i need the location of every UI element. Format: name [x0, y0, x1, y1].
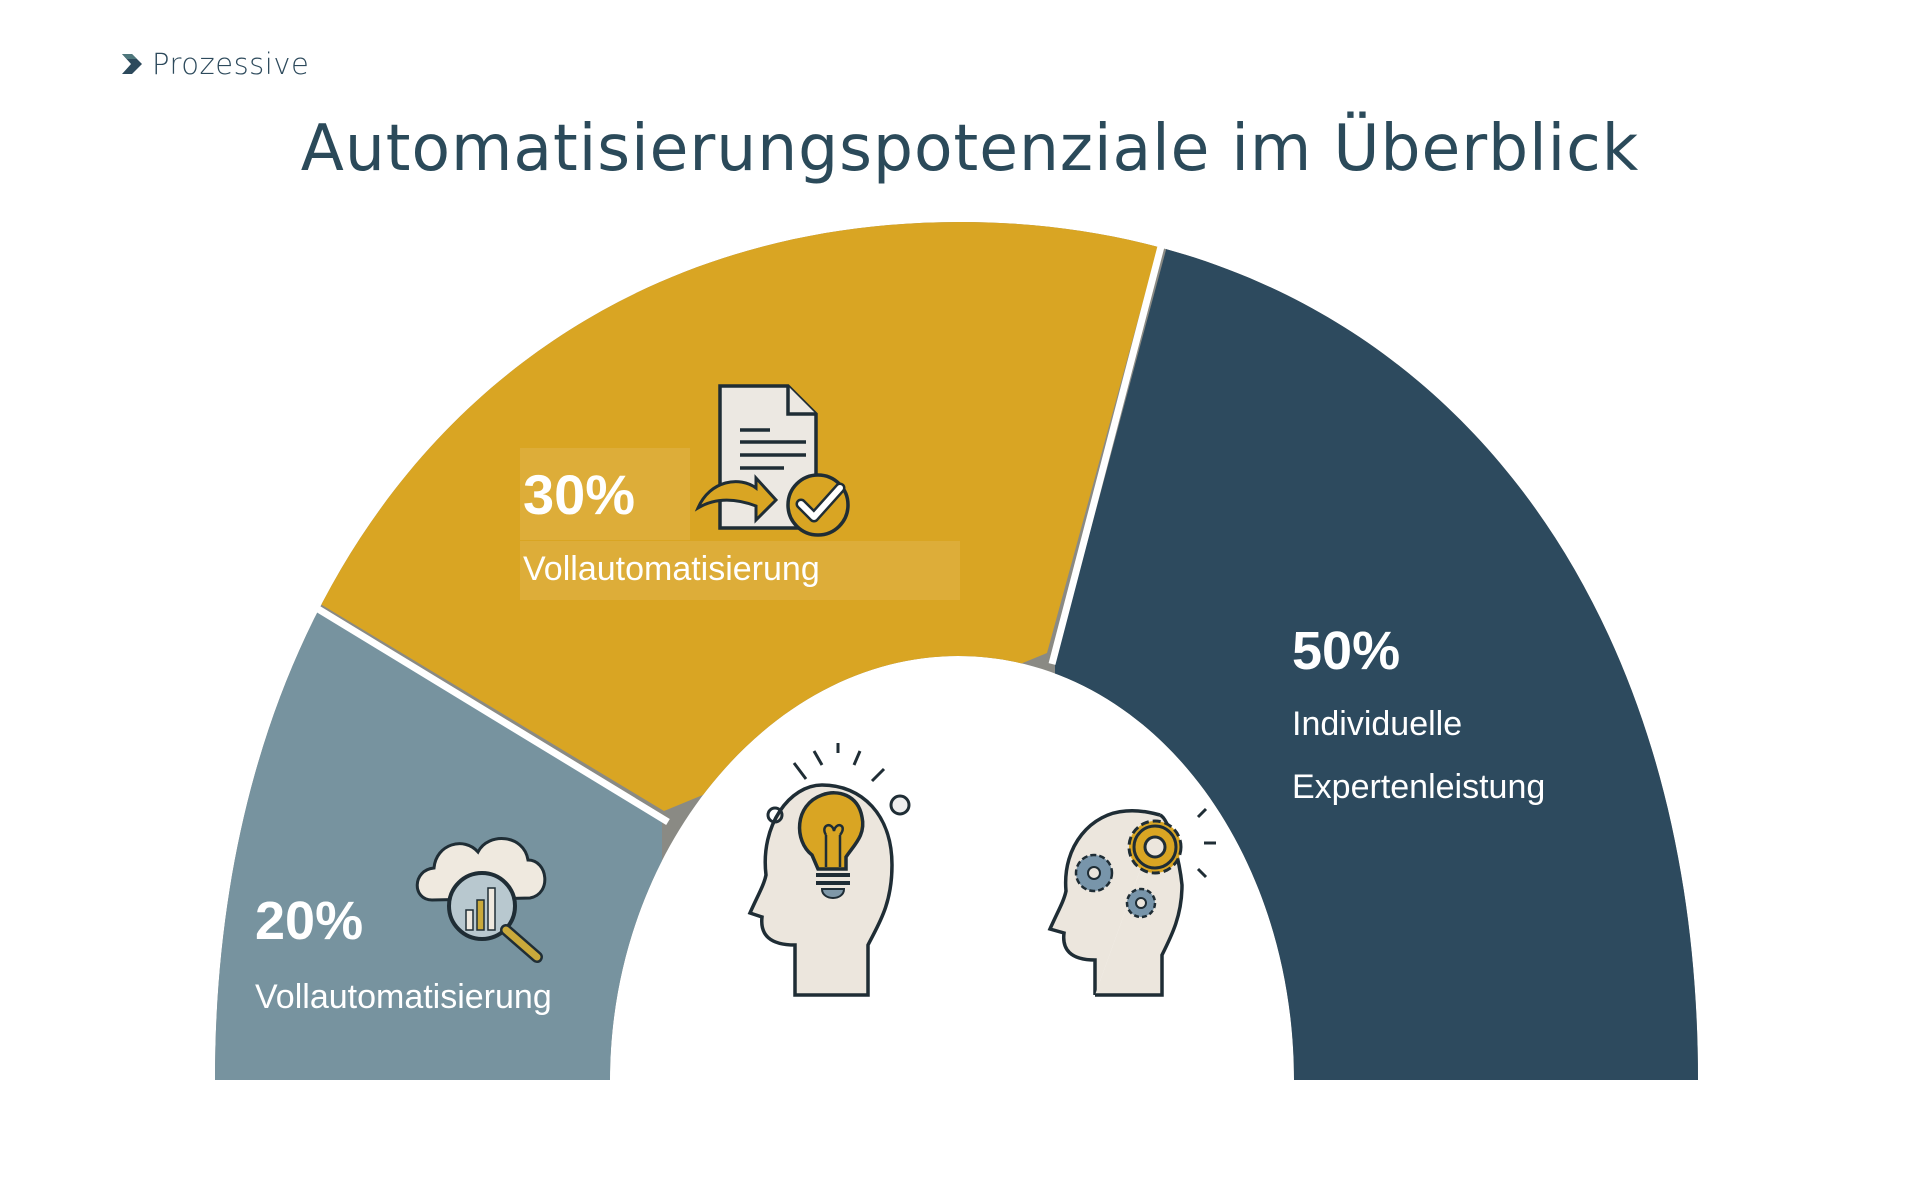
gears-head-icon	[1047, 807, 1216, 997]
segment-yellow-percent: 30%	[523, 463, 636, 526]
separator-yellow-blue	[1048, 234, 1168, 665]
brand-name: Prozessive	[152, 47, 310, 81]
document-check-icon	[694, 384, 850, 537]
segment-blue-label-line1: Individuelle	[1292, 705, 1463, 743]
brand-logo: Prozessive	[120, 44, 309, 84]
segment-gray-percent: 20%	[255, 891, 364, 951]
highlight-box-label	[520, 541, 960, 600]
chevron-right-icon	[122, 54, 142, 74]
separator-gray-yellow	[298, 595, 670, 825]
segment-yellow[interactable]	[0, 3, 1159, 811]
segment-blue-label-line2: Expertenleistung	[1292, 768, 1546, 806]
lightbulb-head-icon	[747, 743, 911, 997]
segment-yellow-label: Vollautomatisierung	[523, 550, 820, 588]
segment-gray-label: Vollautomatisierung	[255, 978, 552, 1016]
page-title: Automatisierungspotenziale im Überblick	[300, 112, 1640, 186]
segment-blue-percent: 50%	[1292, 621, 1401, 681]
highlight-box-percent	[520, 448, 690, 540]
cloud-analytics-icon	[415, 837, 547, 963]
